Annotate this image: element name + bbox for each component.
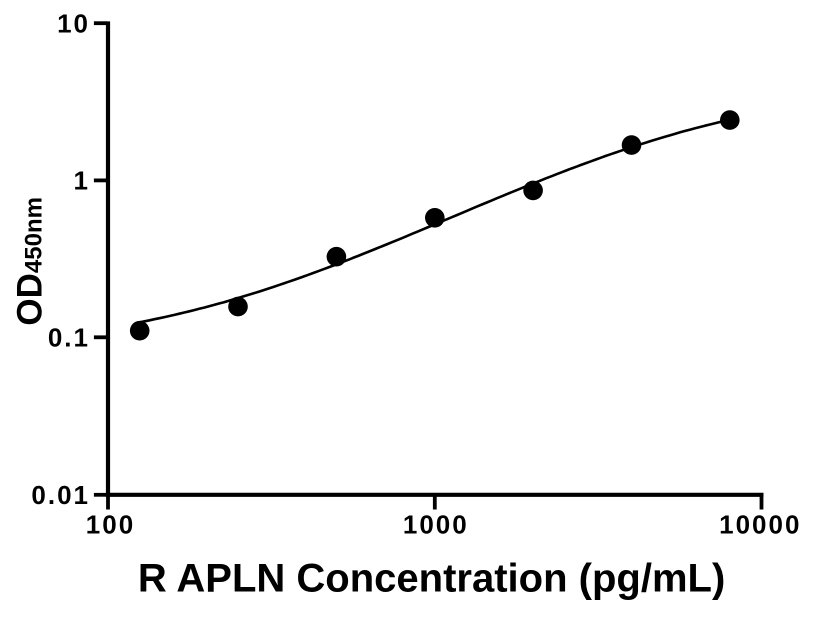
svg-text:R APLN Concentration (pg/mL): R APLN Concentration (pg/mL): [138, 557, 725, 601]
svg-text:0.1: 0.1: [48, 323, 90, 353]
svg-text:1: 1: [74, 166, 90, 196]
svg-text:100: 100: [86, 510, 135, 540]
svg-text:10: 10: [57, 9, 90, 39]
svg-text:10000: 10000: [719, 510, 801, 540]
svg-text:0.01: 0.01: [31, 480, 90, 510]
svg-text:1000: 1000: [403, 510, 469, 540]
